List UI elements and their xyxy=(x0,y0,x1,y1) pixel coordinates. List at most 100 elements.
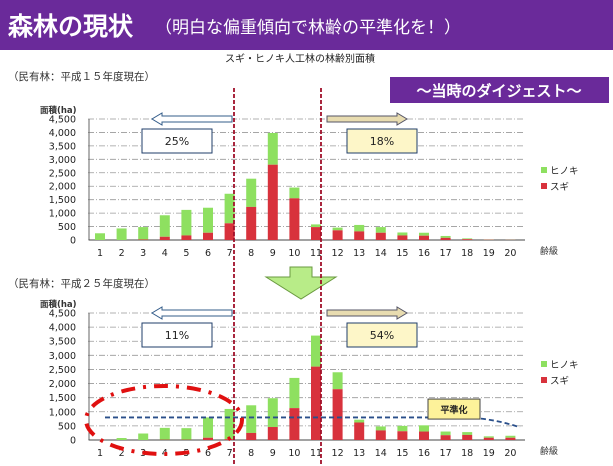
x-tick-label: 4 xyxy=(162,248,168,259)
x-tick-label: 9 xyxy=(270,248,276,259)
x-tick-label: 13 xyxy=(353,448,365,459)
bar-hinoki xyxy=(246,178,257,207)
y-tick-label: 4,500 xyxy=(49,309,76,320)
x-tick-label: 1 xyxy=(97,248,103,259)
x-tick-label: 16 xyxy=(418,248,430,259)
legend-swatch-hinoki xyxy=(541,361,547,367)
bar-hinoki xyxy=(354,224,365,232)
x-tick-label: 7 xyxy=(227,448,233,459)
x-tick-label: 10 xyxy=(288,448,300,459)
x-tick-label: 7 xyxy=(227,248,233,259)
percent-right: 18% xyxy=(370,135,394,148)
bar-sugi xyxy=(375,430,386,440)
legend-label: ヒノキ xyxy=(550,166,579,177)
bar-hinoki xyxy=(116,438,127,440)
down-arrow-icon xyxy=(264,266,338,300)
bar-sugi xyxy=(462,434,473,440)
y-tick-label: 1,500 xyxy=(49,195,76,206)
bar-hinoki xyxy=(397,425,408,432)
bar-sugi xyxy=(354,422,365,440)
bar-sugi xyxy=(483,437,494,440)
percent-box-right xyxy=(346,128,418,154)
bar-hinoki xyxy=(311,224,321,228)
bar-hinoki xyxy=(311,335,321,367)
x-axis-label: 齢級 xyxy=(540,245,558,257)
y-axis-label: 面積(ha) xyxy=(40,299,77,310)
bar-hinoki xyxy=(462,432,473,435)
y-tick-label: 4,000 xyxy=(49,323,76,334)
bar-sugi xyxy=(203,437,213,440)
x-tick-label: 12 xyxy=(332,448,344,459)
bar-sugi xyxy=(440,435,451,440)
bar-sugi xyxy=(375,232,386,240)
bar-hinoki xyxy=(289,377,300,409)
bar-hinoki xyxy=(138,433,149,440)
bar-hinoki xyxy=(203,417,213,438)
legend-label: ヒノキ xyxy=(550,360,579,371)
bar-sugi xyxy=(181,235,192,240)
x-tick-label: 2 xyxy=(119,248,125,259)
arrow-right-icon xyxy=(326,112,408,126)
bar-hinoki xyxy=(159,215,170,237)
y-tick-label: 500 xyxy=(58,421,76,432)
bar-hinoki xyxy=(375,426,386,431)
y-tick-label: 4,500 xyxy=(49,115,76,126)
percent-box-left xyxy=(141,322,213,348)
bar-sugi xyxy=(138,239,149,240)
x-tick-label: 13 xyxy=(353,248,365,259)
x-tick-label: 20 xyxy=(504,448,516,459)
bar-hinoki xyxy=(289,187,300,199)
y-tick-label: 0 xyxy=(70,436,76,447)
y-axis-label: 面積(ha) xyxy=(40,105,77,116)
bar-sugi xyxy=(505,437,516,440)
x-tick-label: 3 xyxy=(140,248,146,259)
page-subtitle: （明白な偏重傾向で林齢の平準化を！） xyxy=(155,17,462,38)
bar-hinoki xyxy=(181,428,192,440)
y-tick-label: 1,000 xyxy=(49,209,76,220)
legend-swatch-sugi xyxy=(541,377,547,383)
y-tick-label: 2,500 xyxy=(49,168,76,179)
percent-box-right xyxy=(346,322,418,348)
x-tick-label: 14 xyxy=(375,248,387,259)
x-tick-label: 12 xyxy=(332,248,344,259)
y-tick-label: 2,000 xyxy=(49,182,76,193)
bar-sugi xyxy=(267,164,278,240)
bar-sugi xyxy=(440,237,451,240)
percent-left: 25% xyxy=(165,135,189,148)
legend-label: スギ xyxy=(550,182,569,193)
legend-swatch-sugi xyxy=(541,183,547,189)
x-tick-label: 9 xyxy=(270,448,276,459)
y-tick-label: 2,500 xyxy=(49,365,76,376)
bar-hinoki xyxy=(203,207,213,233)
bar-sugi xyxy=(246,206,257,240)
bar-hinoki xyxy=(332,227,343,231)
x-tick-label: 6 xyxy=(205,248,211,259)
digest-label: ～当時のダイジェスト～ xyxy=(416,82,581,100)
x-tick-label: 6 xyxy=(205,448,211,459)
bar-hinoki xyxy=(332,372,343,390)
bar-sugi xyxy=(246,432,257,440)
legend-label: スギ xyxy=(550,376,569,387)
bar-hinoki xyxy=(462,238,473,240)
x-tick-label: 11 xyxy=(310,448,322,459)
bar-hinoki xyxy=(267,132,278,165)
title-bar: 森林の現状 （明白な偏重傾向で林齢の平準化を！） xyxy=(0,0,613,50)
bar-sugi xyxy=(397,431,408,440)
bar-hinoki xyxy=(159,427,170,440)
page-title: 森林の現状 xyxy=(8,12,134,41)
x-tick-label: 2 xyxy=(119,448,125,459)
y-tick-label: 3,500 xyxy=(49,337,76,348)
bar-sugi xyxy=(224,223,235,240)
bar-sugi xyxy=(397,235,408,240)
bar-hinoki xyxy=(267,398,278,428)
x-tick-label: 17 xyxy=(440,448,452,459)
y-tick-label: 4,000 xyxy=(49,128,76,139)
x-tick-label: 16 xyxy=(418,448,430,459)
bar-hinoki xyxy=(246,405,257,433)
percent-left: 11% xyxy=(165,329,189,342)
x-tick-label: 18 xyxy=(461,448,473,459)
bar-hinoki xyxy=(419,425,429,432)
x-tick-label: 19 xyxy=(483,248,495,259)
x-tick-label: 8 xyxy=(248,448,254,459)
